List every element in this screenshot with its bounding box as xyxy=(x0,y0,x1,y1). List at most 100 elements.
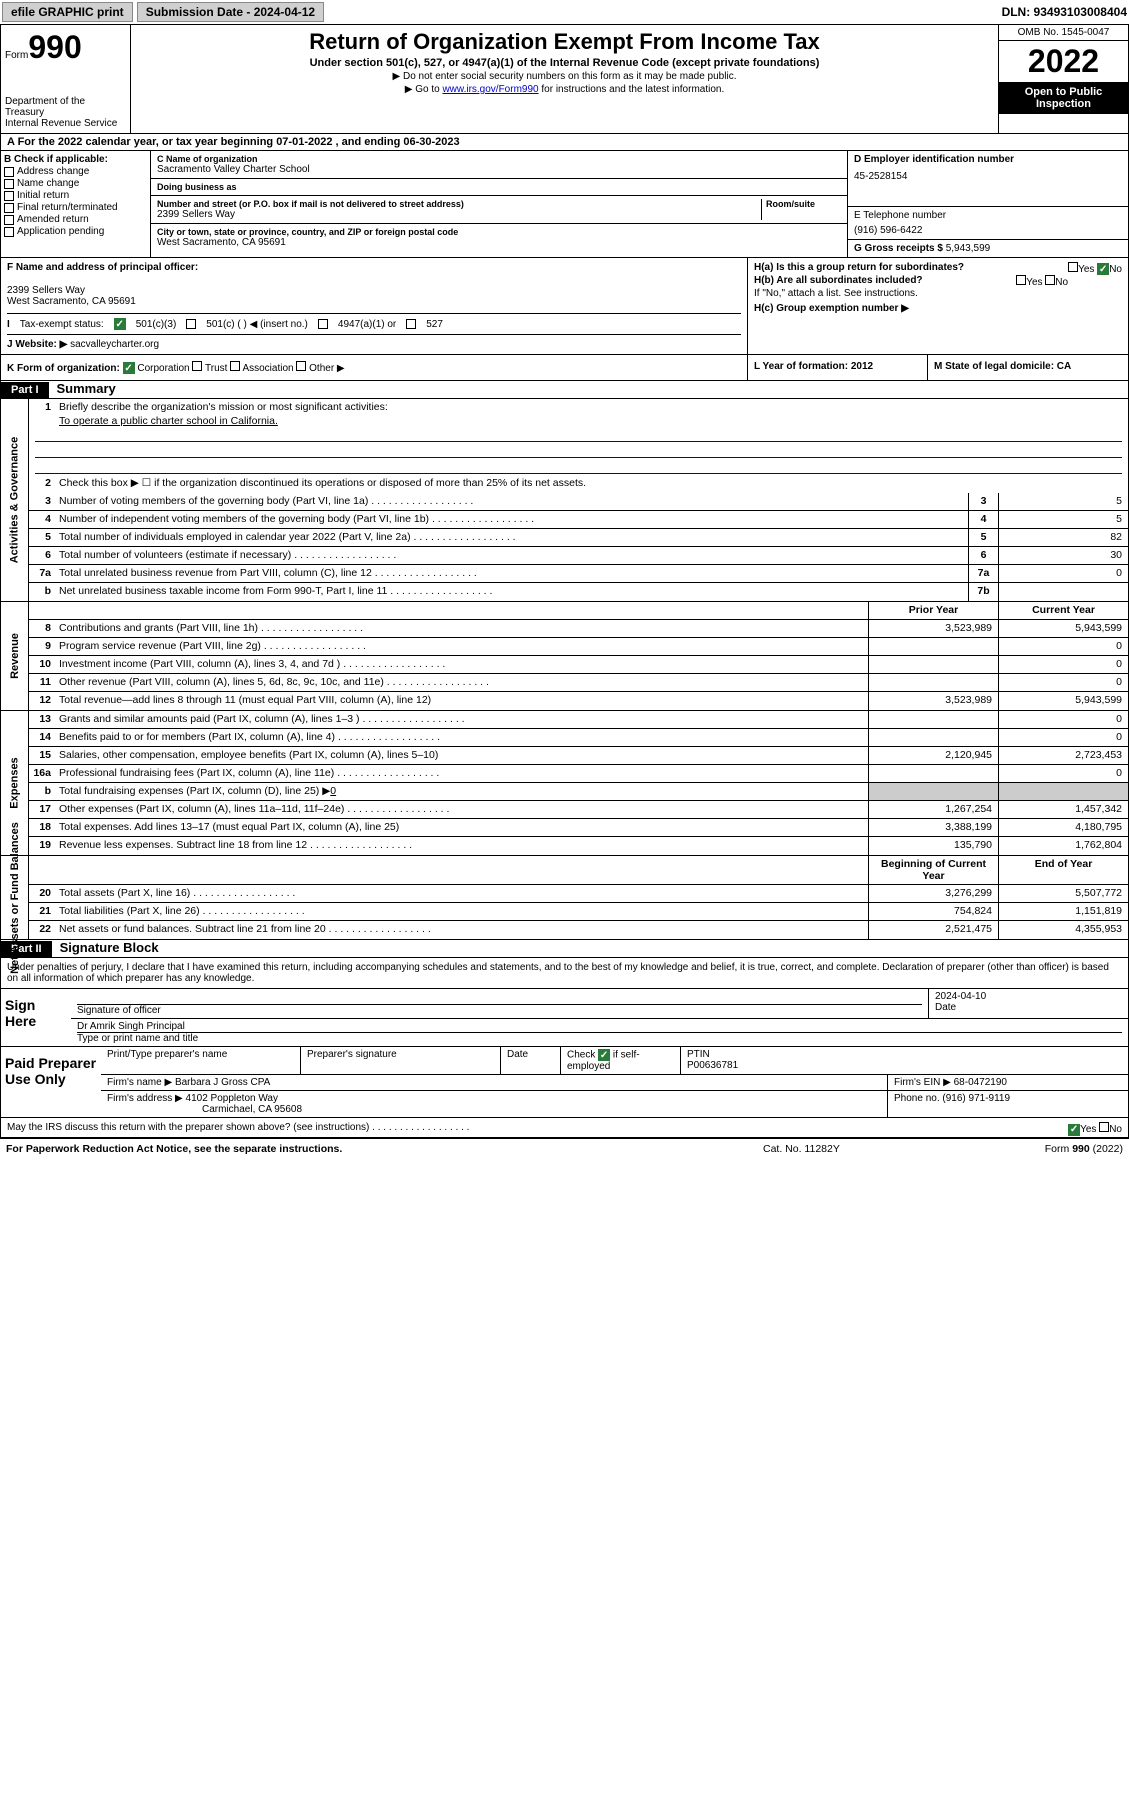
form-subtitle: Under section 501(c), 527, or 4947(a)(1)… xyxy=(135,57,994,69)
line3: Number of voting members of the governin… xyxy=(55,493,968,510)
chk-other[interactable] xyxy=(296,361,306,371)
chk-527[interactable] xyxy=(406,319,416,329)
officer-label: F Name and address of principal officer: xyxy=(7,262,198,273)
c22: 4,355,953 xyxy=(998,921,1128,939)
p22: 2,521,475 xyxy=(868,921,998,939)
val-3: 5 xyxy=(998,493,1128,510)
chk-self-emp[interactable]: ✓ xyxy=(598,1049,610,1061)
firm-name-label: Firm's name ▶ xyxy=(107,1077,172,1088)
p17: 1,267,254 xyxy=(868,801,998,818)
city-label: City or town, state or province, country… xyxy=(157,227,841,237)
chk-ha-yes[interactable] xyxy=(1068,262,1078,272)
footer: For Paperwork Reduction Act Notice, see … xyxy=(0,1138,1129,1159)
irs-link[interactable]: www.irs.gov/Form990 xyxy=(442,84,538,95)
chk-discuss-no[interactable] xyxy=(1099,1122,1109,1132)
chk-501c3[interactable]: ✓ xyxy=(114,318,126,330)
mission-text: To operate a public charter school in Ca… xyxy=(59,415,278,427)
box-b: B Check if applicable: Address change Na… xyxy=(1,151,151,257)
hc-label: H(c) Group exemption number ▶ xyxy=(754,303,909,314)
signature-block: Under penalties of perjury, I declare th… xyxy=(0,958,1129,1138)
c21: 1,151,819 xyxy=(998,903,1128,920)
chk-final-return[interactable] xyxy=(4,203,14,213)
prep-date-label: Date xyxy=(501,1047,561,1074)
line8: Contributions and grants (Part VIII, lin… xyxy=(55,620,868,637)
open-public-badge: Open to Public Inspection xyxy=(999,82,1128,114)
dba-label: Doing business as xyxy=(157,182,841,192)
chk-hb-no[interactable] xyxy=(1045,275,1055,285)
sig-date-value: 2024-04-10 xyxy=(935,991,1122,1002)
p20: 3,276,299 xyxy=(868,885,998,902)
val-6: 30 xyxy=(998,547,1128,564)
line9: Program service revenue (Part VIII, line… xyxy=(55,638,868,655)
chk-corp[interactable]: ✓ xyxy=(123,362,135,374)
line10: Investment income (Part VIII, column (A)… xyxy=(55,656,868,673)
section-governance: Activities & Governance 1Briefly describ… xyxy=(0,399,1129,602)
row-a-tax-year: A For the 2022 calendar year, or tax yea… xyxy=(0,134,1129,151)
p11 xyxy=(868,674,998,691)
room-label: Room/suite xyxy=(766,199,841,209)
part2-header: Part IISignature Block xyxy=(0,940,1129,958)
curr-hdr: Current Year xyxy=(998,602,1128,619)
sig-date-label: Date xyxy=(935,1002,1122,1013)
section-revenue: Revenue Prior YearCurrent Year 8Contribu… xyxy=(0,602,1129,711)
c15: 2,723,453 xyxy=(998,747,1128,764)
chk-initial-return[interactable] xyxy=(4,191,14,201)
chk-trust[interactable] xyxy=(192,361,202,371)
chk-address-change[interactable] xyxy=(4,167,14,177)
phone-value: (916) 596-6422 xyxy=(854,225,1122,236)
prep-name-label: Print/Type preparer's name xyxy=(101,1047,301,1074)
c13: 0 xyxy=(998,711,1128,728)
line7a: Total unrelated business revenue from Pa… xyxy=(55,565,968,582)
top-bar: efile GRAPHIC print Submission Date - 20… xyxy=(0,0,1129,25)
chk-4947[interactable] xyxy=(318,319,328,329)
ein-label: D Employer identification number xyxy=(854,154,1122,165)
box-b-label: B Check if applicable: xyxy=(4,154,147,165)
self-emp-cell: Check ✓ if self-employed xyxy=(561,1047,681,1074)
ha-label: H(a) Is this a group return for subordin… xyxy=(754,262,964,273)
org-name-label: C Name of organization xyxy=(157,154,841,164)
chk-assoc[interactable] xyxy=(230,361,240,371)
line7b: Net unrelated business taxable income fr… xyxy=(55,583,968,601)
tab-net: Net Assets or Fund Balances xyxy=(9,822,21,974)
chk-discuss-yes[interactable]: ✓ xyxy=(1068,1124,1080,1136)
tax-year: 2022 xyxy=(999,41,1128,82)
line16a: Professional fundraising fees (Part IX, … xyxy=(55,765,868,782)
m-state: M State of legal domicile: CA xyxy=(934,361,1071,372)
officer-name: Dr Amrik Singh Principal xyxy=(77,1021,1122,1033)
ein-value: 45-2528154 xyxy=(854,171,1122,182)
box-de: D Employer identification number 45-2528… xyxy=(848,151,1128,257)
prep-sig-label: Preparer's signature xyxy=(301,1047,501,1074)
chk-name-change[interactable] xyxy=(4,179,14,189)
c14: 0 xyxy=(998,729,1128,746)
mission-blank xyxy=(35,460,1122,474)
p13 xyxy=(868,711,998,728)
website-value: sacvalleycharter.org xyxy=(70,339,159,350)
note-link: ▶ Go to www.irs.gov/Form990 for instruct… xyxy=(135,84,994,95)
p18: 3,388,199 xyxy=(868,819,998,836)
tab-revenue: Revenue xyxy=(9,633,21,679)
chk-amended[interactable] xyxy=(4,215,14,225)
chk-hb-yes[interactable] xyxy=(1016,275,1026,285)
dept-label: Department of the Treasury xyxy=(5,96,126,118)
k-label: K Form of organization: xyxy=(7,363,120,374)
firm-addr-label: Firm's address ▶ xyxy=(107,1093,183,1104)
c8: 5,943,599 xyxy=(998,620,1128,637)
irs-label: Internal Revenue Service xyxy=(5,118,126,129)
chk-501c[interactable] xyxy=(186,319,196,329)
c11: 0 xyxy=(998,674,1128,691)
chk-ha-no[interactable]: ✓ xyxy=(1097,263,1109,275)
line12: Total revenue—add lines 8 through 11 (mu… xyxy=(55,692,868,710)
mission-blank xyxy=(35,428,1122,442)
chk-app-pending[interactable] xyxy=(4,227,14,237)
submission-date-button[interactable]: Submission Date - 2024-04-12 xyxy=(137,2,324,22)
line17: Other expenses (Part IX, column (A), lin… xyxy=(55,801,868,818)
omb-number: OMB No. 1545-0047 xyxy=(999,25,1128,41)
line13: Grants and similar amounts paid (Part IX… xyxy=(55,711,868,728)
p10 xyxy=(868,656,998,673)
firm-addr2: Carmichael, CA 95608 xyxy=(202,1104,881,1115)
l-year: L Year of formation: 2012 xyxy=(754,361,873,372)
efile-button[interactable]: efile GRAPHIC print xyxy=(2,2,133,22)
header-grid: B Check if applicable: Address change Na… xyxy=(0,151,1129,258)
beg-hdr: Beginning of Current Year xyxy=(868,856,998,884)
phone-label: E Telephone number xyxy=(854,210,1122,221)
